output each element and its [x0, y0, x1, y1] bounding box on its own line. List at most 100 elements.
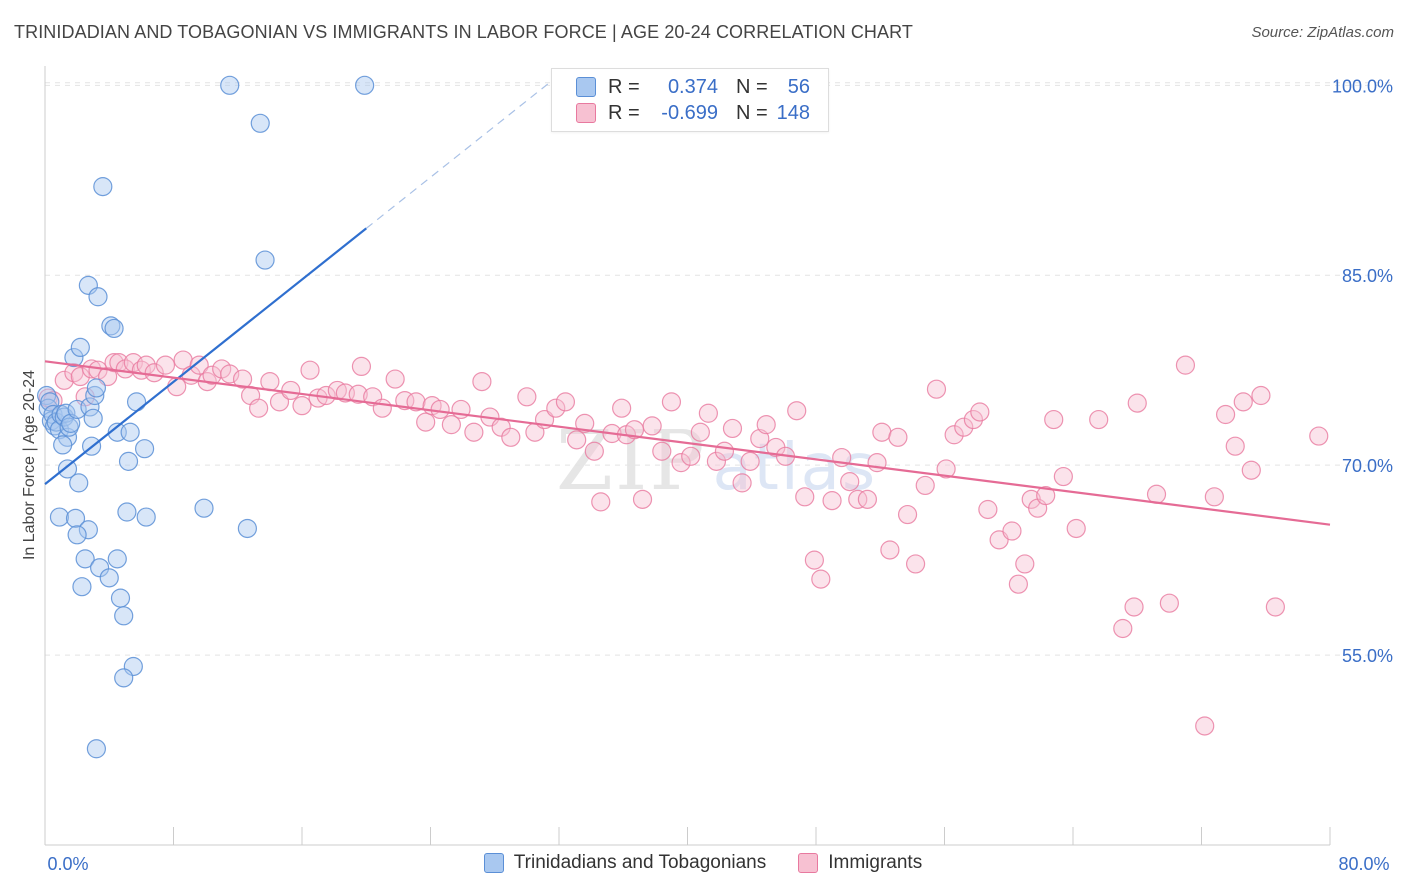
legend-swatch-pink [798, 853, 819, 873]
immigrants-point [104, 353, 124, 373]
immigrants-point [750, 428, 770, 449]
x-tick-label: 80.0% [1338, 854, 1389, 874]
legend-n-label: N = [736, 75, 768, 98]
tick-labels: 100.0% 85.0% 70.0% 55.0% 0.0% 80.0% [47, 76, 1393, 874]
immigrants-point [690, 422, 710, 442]
trinidadian-point [64, 347, 84, 368]
immigrants-point [612, 398, 632, 418]
immigrants-point [575, 413, 595, 433]
trinidadian-point [220, 75, 240, 95]
immigrants-points [38, 350, 1329, 736]
immigrants-point [888, 427, 908, 447]
trinidadian-point [90, 558, 110, 578]
immigrants-point [787, 401, 807, 421]
immigrants-point [915, 475, 935, 496]
trinidadian-point [72, 577, 92, 597]
immigrants-trend-line [44, 360, 1331, 526]
immigrants-point [926, 379, 947, 399]
trinidadian-point [70, 337, 90, 358]
immigrants-point [1225, 436, 1245, 456]
immigrants-point [822, 491, 842, 511]
legend-n-label: N = [736, 101, 768, 124]
legend-n-value-pink: 148 [776, 101, 810, 124]
immigrants-point [1215, 404, 1236, 425]
legend-swatch-pink [576, 103, 596, 123]
chart-title: TRINIDADIAN AND TOBAGONIAN VS IMMIGRANTS… [14, 22, 914, 42]
immigrants-point [840, 472, 860, 492]
trinidadian-point [86, 378, 107, 398]
immigrants-point [756, 415, 776, 435]
immigrants-point [260, 371, 280, 392]
legend-row-blue: R = 0.374 N = 56 [576, 75, 810, 99]
immigrants-point [1265, 597, 1285, 617]
legend-r-value-pink: -0.699 [661, 101, 718, 124]
immigrants-point [811, 569, 831, 589]
immigrants-point [970, 402, 990, 422]
immigrants-point [652, 441, 672, 461]
legend-item-immigrants[interactable]: Immigrants [798, 852, 922, 874]
legend-swatch-blue [483, 853, 504, 873]
trinidadian-point [99, 568, 119, 588]
immigrants-point [416, 412, 436, 432]
immigrants-point [944, 425, 964, 445]
y-tick-label: 100.0% [1332, 76, 1393, 96]
immigrants-point [1044, 409, 1064, 430]
immigrants-point [567, 430, 587, 450]
trinidadian-point [118, 451, 139, 471]
immigrants-point [1195, 716, 1215, 736]
immigrants-point [954, 417, 974, 437]
trinidadian-point [114, 668, 134, 688]
immigrants-point [1159, 593, 1179, 613]
trinidadian-trend-line [44, 227, 367, 486]
legend-label-trinidadians: Trinidadians and Tobagonians [513, 852, 767, 873]
immigrants-point [300, 360, 320, 380]
trinidadian-points [37, 75, 375, 759]
immigrants-point [632, 489, 653, 509]
immigrants-point [1146, 484, 1167, 504]
immigrants-point [385, 369, 405, 389]
immigrants-point [1175, 355, 1196, 375]
trinidadian-point [255, 250, 275, 270]
stats-legend: R = 0.374 N = 56 R = -0.699 N = 148 [551, 68, 829, 132]
trinidadian-point [237, 518, 257, 539]
immigrants-point [642, 416, 662, 436]
immigrants-point [1002, 521, 1022, 541]
immigrants-point [795, 487, 815, 507]
immigrants-point [591, 492, 611, 512]
immigrants-point [348, 384, 368, 404]
immigrants-point [269, 392, 290, 412]
trinidadian-point [107, 549, 127, 569]
trinidadian-point [65, 508, 86, 528]
immigrants-point [1124, 597, 1144, 617]
immigrants-point [220, 364, 240, 384]
legend-item-trinidadians[interactable]: Trinidadians and Tobagonians [483, 852, 767, 874]
immigrants-point [905, 554, 926, 574]
watermark-atlas: atlas [712, 431, 878, 505]
trinidadian-point [53, 435, 73, 455]
trinidadian-point [134, 439, 155, 459]
legend-r-value-blue: 0.374 [667, 75, 718, 98]
immigrants-point [292, 396, 312, 416]
trinidadian-point [114, 606, 134, 626]
immigrants-point [70, 366, 90, 387]
immigrants-point [681, 446, 701, 466]
y-tick-label: 85.0% [1342, 266, 1393, 286]
trinidadian-trend-extension [365, 83, 549, 229]
trinidadian-point [250, 113, 270, 133]
trinidadian-point [57, 459, 78, 479]
trinidadian-point [61, 413, 81, 433]
immigrants-point [54, 370, 74, 390]
y-tick-label: 70.0% [1342, 456, 1393, 476]
immigrants-point [281, 380, 301, 401]
trinidadian-point [80, 397, 100, 417]
trinidadian-point [194, 498, 214, 518]
immigrants-point [189, 355, 209, 375]
trinidadian-point [93, 177, 113, 197]
chart-source: Source: ZipAtlas.com [1251, 24, 1394, 41]
immigrants-point [661, 392, 682, 412]
immigrants-point [1204, 487, 1224, 507]
immigrants-point [501, 427, 521, 447]
axes [44, 66, 1331, 846]
immigrants-point [464, 422, 484, 442]
immigrants-point [857, 489, 878, 509]
